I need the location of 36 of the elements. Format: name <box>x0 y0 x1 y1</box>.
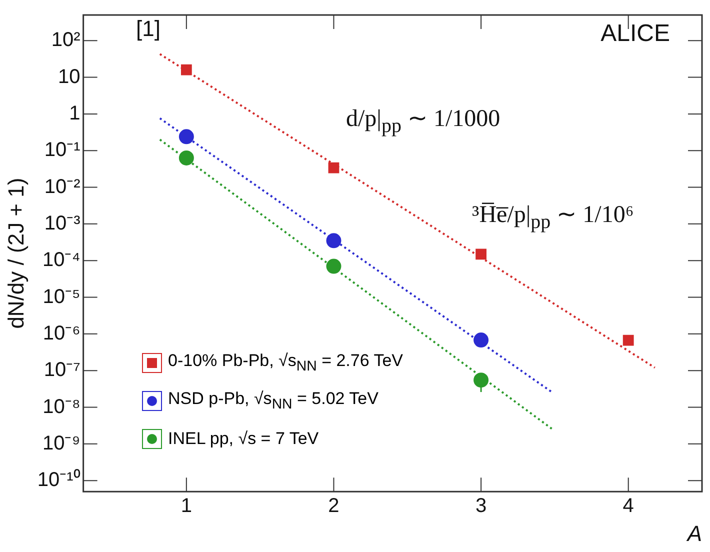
y-tick-label: 1 <box>69 102 80 124</box>
y-tick-label: 10⁻⁸ <box>42 396 80 418</box>
point <box>474 372 489 388</box>
y-tick-label: 10 <box>58 66 80 88</box>
y-tick-label: 10² <box>51 29 81 52</box>
y-tick-label: 10⁻⁴ <box>42 249 80 272</box>
y-axis-title: dN/dy / (2J + 1) <box>3 178 28 329</box>
point <box>476 248 486 260</box>
y-tick-label: 10⁻² <box>44 176 81 198</box>
annotation: [1] <box>136 16 160 42</box>
point <box>328 162 340 174</box>
point <box>622 334 634 346</box>
x-tick-label: 3 <box>475 495 487 518</box>
legend-label: NSD p-Pb, √s$_{NN}$ = 5.02 TeV <box>168 389 378 413</box>
point <box>178 129 194 144</box>
point <box>474 332 489 348</box>
legend-label: 0-10% Pb-Pb, √s$_{NN}$ = 2.76 TeV <box>168 351 404 375</box>
y-tick-label: 10⁻⁹ <box>42 432 80 454</box>
point <box>178 150 194 166</box>
y-tick-label: 10⁻⁵ <box>42 286 80 308</box>
y-tick-label: 10⁻¹⁰ <box>37 468 80 492</box>
legend-label: INEL pp, √s = 7 TeV <box>168 429 319 449</box>
x-tick-label: 4 <box>622 495 634 518</box>
point <box>326 258 342 274</box>
y-tick-label: 10⁻⁷ <box>44 359 80 382</box>
point <box>180 64 192 76</box>
y-tick-label: 10⁻¹ <box>44 139 81 162</box>
annotation: ALICE <box>600 20 670 48</box>
annotation: d/p|$_{pp}$ ∼ 1/1000 <box>346 105 500 138</box>
y-tick-label: 10⁻³ <box>44 212 81 234</box>
y-tick-label: 10⁻⁶ <box>42 322 80 344</box>
point <box>326 233 342 248</box>
x-axis-title: A <box>685 520 702 546</box>
x-tick-label: 1 <box>180 495 192 518</box>
x-tick-label: 2 <box>328 495 340 518</box>
annotation: ³H̅e̅/p|$_{pp}$ ∼ 1/10⁶ <box>472 201 634 234</box>
